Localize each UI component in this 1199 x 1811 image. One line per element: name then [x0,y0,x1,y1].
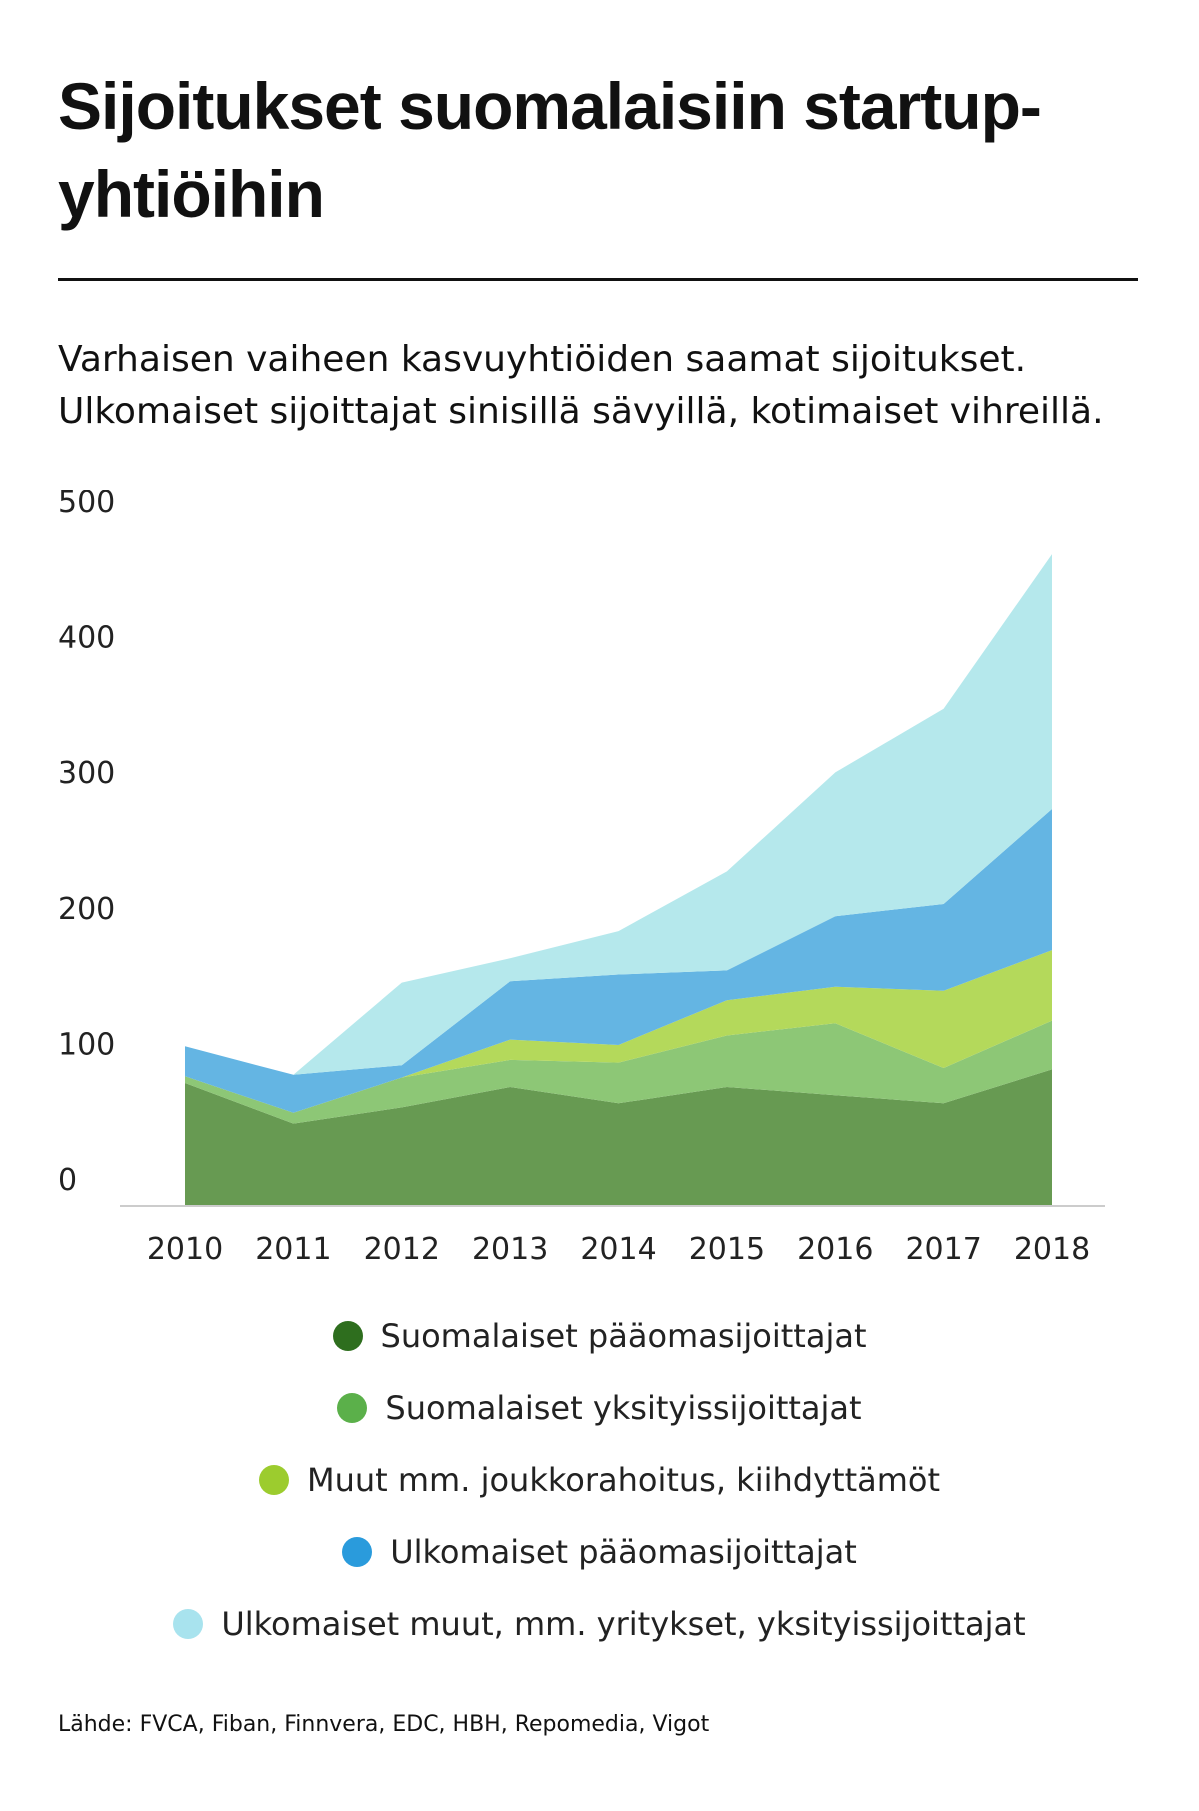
y-tick-label: 0 [58,1163,77,1198]
x-tick-label: 2012 [364,1232,440,1267]
x-axis: 2010 2011 2012 2013 2014 2015 2016 2017 2018 [120,1205,1105,1267]
legend-swatch [337,1393,368,1423]
legend-label: Suomalaiset pääomasijoittajat [380,1317,867,1355]
y-axis: 0 100 200 300 400 500 [58,490,115,1198]
legend-item-3: Muut mm. joukkorahoitus, kiihdyttämöt [0,1444,1199,1516]
legend-item-5: Ulkomaiset muut, mm. yritykset, yksityis… [0,1588,1199,1660]
legend-label: Ulkomaiset muut, mm. yritykset, yksityis… [221,1605,1026,1643]
x-tick-label: 2013 [472,1232,548,1267]
x-tick-label: 2014 [580,1232,656,1267]
y-tick-label: 200 [58,892,115,927]
x-tick-label: 2016 [797,1232,873,1267]
legend-item-1: Suomalaiset pääomasijoittajat [0,1300,1199,1372]
legend-swatch [173,1609,204,1639]
area-series-2 [185,1020,1052,1124]
y-tick-label: 300 [58,756,115,791]
legend-swatch [332,1321,363,1351]
legend-swatch [258,1465,289,1495]
area-layers [185,554,1052,1205]
x-tick-label: 2017 [905,1232,981,1267]
area-series-3 [185,950,1052,1113]
area-series-4 [185,809,1052,1113]
legend-swatch [342,1537,373,1567]
chart-title: Sijoitukset suomalaisiin startup-yhtiöih… [58,69,1042,231]
legend-item-2: Suomalaiset yksityissijoittajat [0,1372,1199,1444]
title-divider [58,278,1138,281]
y-tick-label: 500 [58,490,115,520]
area-series-5 [185,554,1052,1075]
area-series-1 [185,1069,1052,1205]
chart-legend: Suomalaiset pääomasijoittajat Suomalaiset… [0,1300,1199,1660]
legend-label: Muut mm. joukkorahoitus, kiihdyttämöt [306,1461,941,1499]
x-tick-label: 2018 [1014,1232,1090,1267]
legend-label: Suomalaiset yksityissijoittajat [385,1389,862,1427]
y-tick-label: 400 [58,621,115,656]
legend-label: Ulkomaiset pääomasijoittajat [390,1533,857,1571]
x-tick-label: 2015 [689,1232,765,1267]
x-tick-label: 2011 [255,1232,331,1267]
chart-subtitle: Varhaisen vaiheen kasvuyhtiöiden saamat … [58,339,1104,432]
x-tick-label: 2010 [147,1232,223,1267]
source-note: Lähde: FVCA, Fiban, Finnvera, EDC, HBH, … [58,1712,710,1737]
legend-item-4: Ulkomaiset pääomasijoittajat [0,1516,1199,1588]
y-tick-label: 100 [58,1027,115,1062]
